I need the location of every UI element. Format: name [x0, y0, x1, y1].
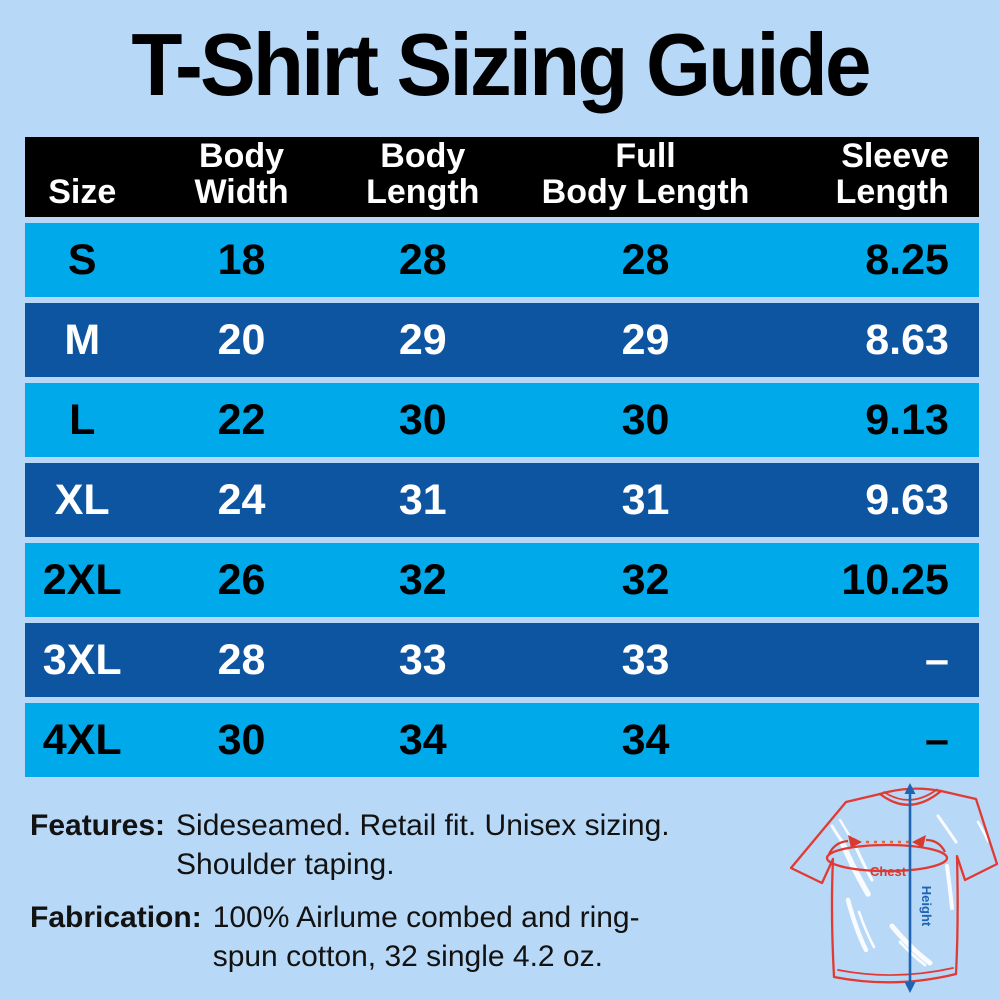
cell-body-length: 33 — [398, 635, 447, 684]
header-cell-sleeve-length: Sleeve Length — [789, 137, 979, 217]
header-line: Length — [835, 173, 949, 211]
cell-full-body-length: 29 — [621, 315, 670, 364]
header-line: Length — [366, 173, 480, 211]
chest-arrowhead-left — [848, 835, 862, 848]
header-line: Body — [380, 137, 466, 175]
fabrication-line: 100% Airlume combed and ring- — [212, 901, 640, 934]
cell-body-length: 28 — [398, 235, 447, 284]
cell-body-length: 30 — [398, 395, 447, 444]
cell-full-body-length: 30 — [621, 395, 670, 444]
table-header-row: Size Body Width Body Length Full Body Le… — [25, 137, 979, 217]
cell-sleeve-length: 9.63 — [865, 475, 949, 524]
fabrication-label: Fabrication: — [30, 901, 202, 934]
header-line: Body Length — [541, 173, 750, 211]
header-line: Width — [194, 173, 289, 211]
fabrication-note: Fabrication: 100% Airlume combed and rin… — [30, 898, 810, 976]
header-line: Sleeve — [841, 137, 949, 175]
cell-size: 3XL — [42, 635, 122, 684]
height-measure: Height — [904, 783, 934, 993]
table-row-m: M 20 29 29 8.63 — [25, 303, 979, 377]
cell-full-body-length: 34 — [621, 715, 670, 764]
cell-body-length: 29 — [398, 315, 447, 364]
cell-body-length: 32 — [398, 555, 447, 604]
features-text: Sideseamed. Retail fit. Unisex sizing. S… — [176, 806, 670, 884]
header-cell-size: Size — [25, 137, 139, 217]
fabrication-text: 100% Airlume combed and ring- spun cotto… — [213, 898, 640, 976]
cell-sleeve-length: 8.25 — [865, 235, 949, 284]
features-line: Sideseamed. Retail fit. Unisex sizing. — [176, 809, 670, 842]
header-line: Size — [48, 173, 117, 211]
cell-full-body-length: 32 — [621, 555, 670, 604]
cell-body-width: 30 — [217, 715, 266, 764]
table-row-s: S 18 28 28 8.25 — [25, 223, 979, 297]
size-table: Size Body Width Body Length Full Body Le… — [25, 137, 979, 777]
header-cell-body-width: Body Width — [139, 137, 343, 217]
table-row-2xl: 2XL 26 32 32 10.25 — [25, 543, 979, 617]
table-row-4xl: 4XL 30 34 34 – — [25, 703, 979, 777]
cell-body-width: 24 — [217, 475, 266, 524]
cell-size: 4XL — [42, 715, 122, 764]
height-label: Height — [919, 886, 934, 927]
table-row-l: L 22 30 30 9.13 — [25, 383, 979, 457]
chest-measure: Chest — [825, 835, 949, 879]
header-line: Full — [615, 137, 676, 175]
tshirt-measurement-diagram: Chest Height — [789, 783, 999, 993]
cell-sleeve-length: 10.25 — [841, 555, 949, 604]
cell-full-body-length: 28 — [621, 235, 670, 284]
page-title: T-Shirt Sizing Guide — [131, 15, 871, 114]
cell-sleeve-length: 8.63 — [865, 315, 949, 364]
cell-size: XL — [54, 475, 110, 524]
cell-full-body-length: 31 — [621, 475, 670, 524]
cell-body-width: 26 — [217, 555, 266, 604]
fabrication-line: spun cotton, 32 single 4.2 oz. — [212, 940, 603, 973]
chest-arrow-right-stem — [925, 838, 946, 853]
header-cell-body-length: Body Length — [344, 137, 502, 217]
cell-body-length: 34 — [398, 715, 447, 764]
cell-size: S — [67, 235, 97, 284]
cell-size: L — [69, 395, 96, 444]
chest-ellipse — [825, 843, 949, 873]
cell-sleeve-length: – — [925, 635, 949, 684]
features-line: Shoulder taping. — [176, 848, 395, 881]
cell-size: 2XL — [42, 555, 122, 604]
chest-label: Chest — [870, 864, 907, 879]
table-row-3xl: 3XL 28 33 33 – — [25, 623, 979, 697]
table-row-xl: XL 24 31 31 9.63 — [25, 463, 979, 537]
height-arrowhead-top — [904, 783, 916, 794]
chest-arrow-left-stem — [828, 839, 849, 855]
cell-body-width: 20 — [217, 315, 266, 364]
notes-section: Features: Sideseamed. Retail fit. Unisex… — [30, 806, 810, 990]
cell-body-length: 31 — [398, 475, 447, 524]
features-label: Features: — [30, 809, 166, 842]
features-note: Features: Sideseamed. Retail fit. Unisex… — [30, 806, 810, 884]
cell-sleeve-length: 9.13 — [865, 395, 949, 444]
header-line: Body — [199, 137, 285, 175]
cell-full-body-length: 33 — [621, 635, 670, 684]
hem-line — [837, 967, 954, 976]
cell-body-width: 22 — [217, 395, 266, 444]
cell-size: M — [64, 315, 101, 364]
cell-sleeve-length: – — [925, 715, 949, 764]
height-arrowhead-bottom — [904, 982, 916, 993]
header-cell-full-body-length: Full Body Length — [502, 137, 789, 217]
tshirt-outline — [789, 787, 999, 984]
cell-body-width: 18 — [217, 235, 266, 284]
chest-arrowhead-right — [912, 835, 926, 848]
cell-body-width: 28 — [217, 635, 266, 684]
